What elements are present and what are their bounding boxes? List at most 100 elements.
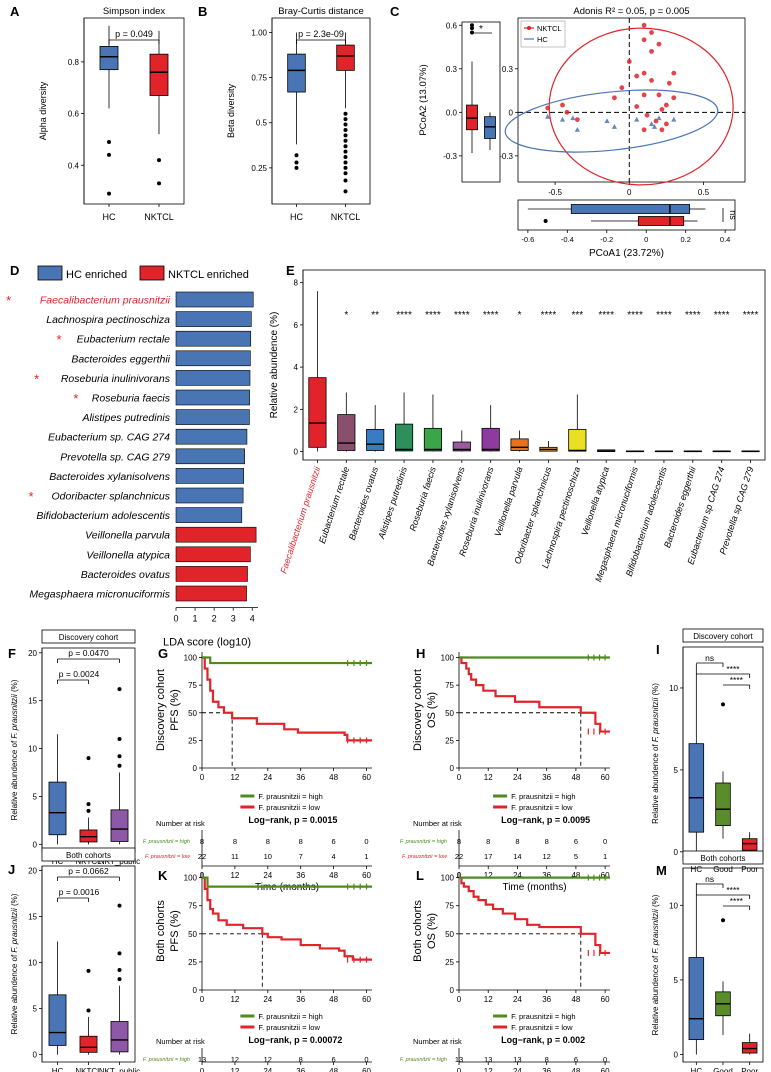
risk-label-high: F. prausnitzii = high xyxy=(143,1057,190,1063)
x-tick-label: Eubacterium rectale xyxy=(317,466,351,545)
panel-B: Bray-Curtis distance 0.25 0.5 0.75 1.00 Beta … xyxy=(226,6,371,222)
nktcl-point xyxy=(641,92,647,98)
y-axis-label: Alpha diversity xyxy=(38,81,48,140)
km-curve-low xyxy=(202,656,372,742)
lda-taxon-label: Prevotella sp. CAG 279 xyxy=(60,451,170,463)
risk-count-high: 12 xyxy=(264,1055,272,1064)
significance-label: **** xyxy=(483,310,499,321)
outlier-point xyxy=(117,754,122,759)
nktcl-point xyxy=(641,70,647,76)
y-tick-label: 0 xyxy=(674,1051,679,1060)
legend-label-nktcl: NKTCL xyxy=(537,24,562,33)
box-Eubacterium sp CAG 274 xyxy=(712,450,731,453)
nktcl-point xyxy=(649,48,654,54)
risk-count-high: 0 xyxy=(364,837,368,846)
y-tick-label: 10 xyxy=(28,959,37,968)
plot-frame xyxy=(83,17,185,205)
outlier-point xyxy=(343,117,348,122)
y-axis-label-line1: Both cohorts xyxy=(155,900,167,962)
risk-count-low: 7 xyxy=(299,852,303,861)
x-tick-label: Faecalibacterium prausnitzii xyxy=(278,465,322,575)
y-tick-label: 4 xyxy=(294,363,299,372)
legend-swatch-nktcl xyxy=(139,265,165,281)
y-tick-label: 5 xyxy=(674,976,679,985)
significance-label: * xyxy=(518,310,522,321)
risk-x-tick-label: 24 xyxy=(513,1067,522,1072)
y-axis: 0.25 0.5 0.75 1.00 xyxy=(251,18,273,204)
lda-bar xyxy=(175,311,252,327)
box-Odoribacter splanchnicus xyxy=(539,441,558,452)
significance-label: **** xyxy=(541,310,557,321)
lda-bar xyxy=(175,370,251,386)
outlier-point xyxy=(86,756,91,761)
p-value-label: p = 0.0662 xyxy=(68,866,109,876)
risk-count-low: 29 xyxy=(455,1070,463,1072)
sig-label: **** xyxy=(730,896,744,906)
legend-label-high: F. prausnitzii = high xyxy=(258,1012,322,1021)
x-tick-label: 36 xyxy=(296,773,305,782)
outlier-point xyxy=(343,149,348,154)
x-tick-label: NKT_public xyxy=(99,857,140,866)
lda-taxon-label: Faecalibacterium prausnitzii xyxy=(40,295,171,307)
significance-label: **** xyxy=(425,310,441,321)
y-tick-label: 25 xyxy=(188,958,197,967)
panel-title: Both cohorts xyxy=(701,854,746,863)
risk-count-low: 12 xyxy=(543,1070,551,1072)
risk-x-tick-label: 0 xyxy=(200,1067,205,1072)
bottom-box-hc xyxy=(527,204,706,214)
y-axis-label: Beta diversity xyxy=(226,83,236,138)
risk-count-high: 8 xyxy=(545,1055,549,1064)
risk-count-low: 11 xyxy=(231,852,239,861)
x-tick-label: 60 xyxy=(601,995,610,1004)
plot-frame xyxy=(517,17,746,183)
outlier-point xyxy=(343,160,348,165)
risk-count-high: 8 xyxy=(486,837,490,846)
pcoa-legend: NKTCL HC xyxy=(520,20,566,48)
lda-bar xyxy=(175,330,252,347)
x-tick-label: 36 xyxy=(542,995,551,1004)
x-tick-label: 12 xyxy=(484,773,493,782)
species-italic: F. prausnitzii xyxy=(10,908,19,953)
x-tick-label: 0 xyxy=(200,995,205,1004)
risk-count-high: 13 xyxy=(513,1055,521,1064)
risk-x-tick-label: 24 xyxy=(263,871,272,880)
y-tick-label: 15 xyxy=(28,913,37,922)
risk-x-tick-label: 24 xyxy=(263,1067,272,1072)
outlier-point xyxy=(343,165,348,170)
nktcl-point xyxy=(644,112,650,118)
panel-label-M: M xyxy=(656,863,667,878)
y-axis: 0 5 10 15 20 xyxy=(28,866,43,1062)
box-iqr xyxy=(484,116,496,139)
legend-box xyxy=(520,20,566,48)
risk-count-high: 12 xyxy=(231,1055,239,1064)
risk-x-tick-label: 60 xyxy=(362,1067,371,1072)
box-iqr xyxy=(570,204,691,214)
lda-taxon-label: Bacteroides eggerthii xyxy=(71,353,170,365)
y-tick-label: 50 xyxy=(188,709,197,718)
y-tick-label: 0.8 xyxy=(68,58,80,67)
box-iqr xyxy=(366,428,385,451)
risk-label-low: F. prausnitzii = low xyxy=(145,854,191,860)
y-tick-label: 100 xyxy=(184,654,198,663)
box-iqr xyxy=(688,957,705,1041)
box-Lachnospira pectinoschiza xyxy=(568,394,587,452)
y-tick-label: 10 xyxy=(669,901,678,910)
bottom-x-tick-label: -0.6 xyxy=(521,235,534,244)
outlier-point xyxy=(86,1008,91,1013)
y-tick-label: 0 xyxy=(193,986,198,995)
x-tick-label: 48 xyxy=(571,995,580,1004)
x-tick-label: Bacteroides ovatus xyxy=(347,465,380,541)
x-tick-label: 0 xyxy=(173,614,178,624)
box-Poor xyxy=(741,1033,758,1055)
panel-label-H: H xyxy=(416,646,425,661)
risk-count-low: 5 xyxy=(574,852,578,861)
risk-count-low: 10 xyxy=(264,852,272,861)
risk-x-tick-label: 36 xyxy=(542,1067,551,1072)
legend-label-hc: HC xyxy=(537,35,548,44)
box-iqr xyxy=(741,838,758,851)
bottom-x-tick-label: -0.4 xyxy=(561,235,574,244)
box-iqr xyxy=(568,428,587,452)
lda-bar xyxy=(175,487,244,504)
box-iqr xyxy=(481,427,500,452)
